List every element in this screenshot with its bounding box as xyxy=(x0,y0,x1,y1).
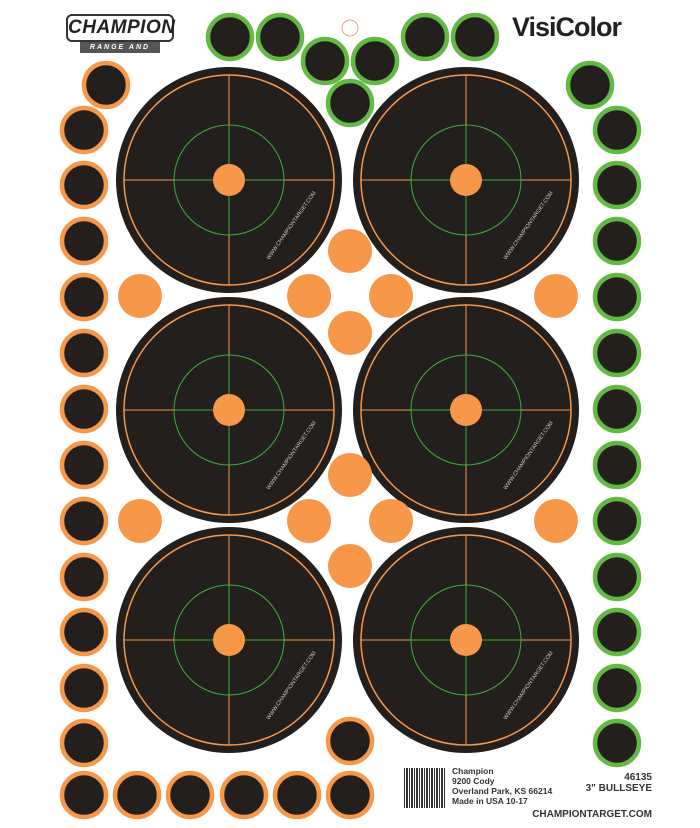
website: CHAMPIONTARGET.COM xyxy=(532,809,652,820)
small-target xyxy=(272,770,322,820)
orange-dot xyxy=(534,499,578,543)
model-number: 46135 xyxy=(624,772,652,783)
address-line: Overland Park, KS 66214 xyxy=(452,786,553,796)
small-target xyxy=(592,496,642,546)
small-target xyxy=(592,328,642,378)
small-target xyxy=(592,160,642,210)
small-target xyxy=(59,384,109,434)
orange-dot xyxy=(118,499,162,543)
small-target xyxy=(59,440,109,490)
small-target xyxy=(59,105,109,155)
barcode xyxy=(404,768,446,808)
bullseye-center xyxy=(213,624,245,656)
address-line: 9200 Cody xyxy=(452,776,495,786)
small-target xyxy=(400,12,450,62)
address-line: Champion xyxy=(452,766,494,776)
small-target xyxy=(59,770,109,820)
orange-dot xyxy=(118,274,162,318)
orange-dot xyxy=(534,274,578,318)
small-target xyxy=(592,607,642,657)
small-target xyxy=(592,384,642,434)
small-target xyxy=(81,60,131,110)
small-target xyxy=(300,36,350,86)
small-target xyxy=(59,160,109,210)
orange-dot xyxy=(328,544,372,588)
small-target xyxy=(59,328,109,378)
small-target xyxy=(350,36,400,86)
small-target xyxy=(325,770,375,820)
small-target xyxy=(592,552,642,602)
address-line: Made in USA 10-17 xyxy=(452,796,528,806)
product-description: 3" BULLSEYE xyxy=(585,783,652,794)
product-info: 46135 3" BULLSEYE xyxy=(586,772,652,794)
small-target xyxy=(59,663,109,713)
small-target xyxy=(325,716,375,766)
address-block: Champion 9200 Cody Overland Park, KS 662… xyxy=(452,766,552,806)
small-target xyxy=(112,770,162,820)
orange-dot xyxy=(287,274,331,318)
champion-logo: CHAMPION RANGE AND TARGET xyxy=(66,14,175,62)
bullseye-center xyxy=(213,394,245,426)
bullseye-center xyxy=(450,394,482,426)
orange-dot xyxy=(328,453,372,497)
small-target xyxy=(205,12,255,62)
small-target xyxy=(59,272,109,322)
bullseye-center xyxy=(213,164,245,196)
bullseye-center xyxy=(450,624,482,656)
small-target xyxy=(565,60,615,110)
logo-text: CHAMPION xyxy=(66,14,175,42)
bullseye-center xyxy=(450,164,482,196)
small-target xyxy=(592,440,642,490)
small-target xyxy=(450,12,500,62)
orange-dot xyxy=(369,274,413,318)
small-target xyxy=(255,12,305,62)
small-target xyxy=(59,552,109,602)
small-target xyxy=(59,496,109,546)
small-target xyxy=(219,770,269,820)
visicolor-logo: VisiColor xyxy=(512,12,622,42)
small-target xyxy=(59,718,109,768)
orange-dot xyxy=(328,229,372,273)
orange-dot xyxy=(369,499,413,543)
small-target xyxy=(59,607,109,657)
small-target xyxy=(592,105,642,155)
small-target xyxy=(592,663,642,713)
hanging-hole xyxy=(341,19,359,37)
orange-dot xyxy=(287,499,331,543)
orange-dot xyxy=(328,311,372,355)
small-target xyxy=(165,770,215,820)
small-target xyxy=(592,272,642,322)
logo-tagline: RANGE AND TARGET xyxy=(80,42,160,62)
small-target xyxy=(592,216,642,266)
small-target xyxy=(592,718,642,768)
small-target xyxy=(325,78,375,128)
small-target xyxy=(59,216,109,266)
